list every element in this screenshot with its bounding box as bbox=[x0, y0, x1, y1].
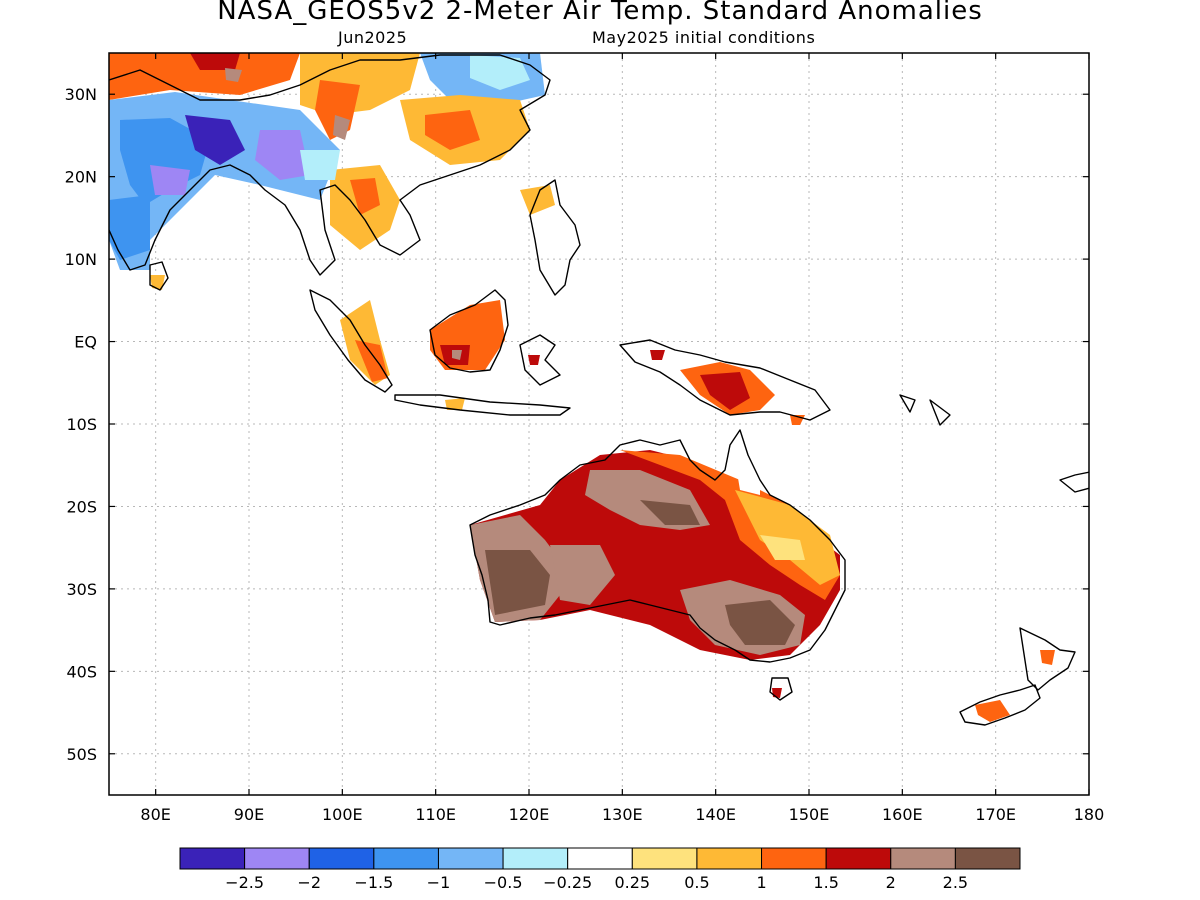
colorbar-swatch bbox=[890, 847, 956, 870]
lat-label: 20N bbox=[65, 168, 97, 187]
forecast-month: Jun2025 bbox=[338, 28, 408, 47]
lon-label: 140E bbox=[695, 805, 736, 824]
asia-anomalies bbox=[109, 53, 555, 290]
lat-label: 50S bbox=[66, 745, 97, 764]
colorbar bbox=[179, 847, 1021, 870]
lat-label: 40S bbox=[66, 662, 97, 681]
colorbar-label: −0.5 bbox=[484, 873, 523, 892]
lon-label: 160E bbox=[882, 805, 923, 824]
colorbar-label: −1.5 bbox=[354, 873, 393, 892]
australia-anomalies bbox=[470, 450, 840, 698]
lon-label: 120E bbox=[509, 805, 550, 824]
lat-label: 10N bbox=[65, 250, 97, 269]
lat-label: 10S bbox=[66, 415, 97, 434]
colorbar-label: 1 bbox=[756, 873, 766, 892]
lon-label: 80E bbox=[140, 805, 170, 824]
lat-label: 20S bbox=[66, 497, 97, 516]
lon-label: 110E bbox=[415, 805, 456, 824]
colorbar-label: 0.25 bbox=[614, 873, 650, 892]
map-field bbox=[109, 53, 1089, 795]
colorbar-label: 0.5 bbox=[684, 873, 709, 892]
colorbar-swatch bbox=[696, 847, 763, 870]
colorbar-swatch bbox=[437, 847, 504, 870]
colorbar-swatch bbox=[373, 847, 439, 870]
colorbar-label: −1 bbox=[427, 873, 451, 892]
maritime-anomalies bbox=[340, 300, 805, 425]
colorbar-label: −2 bbox=[297, 873, 321, 892]
colorbar-label: 1.5 bbox=[813, 873, 838, 892]
colorbar-swatch bbox=[825, 847, 892, 870]
colorbar-swatch bbox=[761, 847, 827, 870]
lon-label: 130E bbox=[602, 805, 643, 824]
lat-label: EQ bbox=[74, 333, 97, 352]
lat-label: 30S bbox=[66, 580, 97, 599]
lon-label: 90E bbox=[234, 805, 264, 824]
colorbar-swatch bbox=[244, 847, 310, 870]
lon-label: 180 bbox=[1074, 805, 1105, 824]
lat-label: 30N bbox=[65, 85, 97, 104]
map-title: NASA_GEOS5v2 2-Meter Air Temp. Standard … bbox=[217, 0, 983, 26]
lon-label: 170E bbox=[975, 805, 1016, 824]
colorbar-swatch bbox=[179, 847, 246, 870]
colorbar-label: −0.25 bbox=[543, 873, 592, 892]
colorbar-label: −2.5 bbox=[225, 873, 264, 892]
colorbar-label: 2.5 bbox=[943, 873, 968, 892]
initial-conditions: May2025 initial conditions bbox=[592, 28, 816, 47]
lon-label: 150E bbox=[789, 805, 830, 824]
coastlines bbox=[109, 54, 1089, 726]
colorbar-swatch bbox=[631, 847, 698, 870]
nz-anomalies bbox=[975, 650, 1055, 722]
colorbar-swatch bbox=[502, 847, 569, 870]
latitude-labels: 30N 20N 10N EQ 10S 20S 30S 40S 50S bbox=[65, 85, 97, 764]
longitude-labels: 80E 90E 100E 110E 120E 130E 140E 150E 160E 170E 18… bbox=[140, 805, 1104, 824]
colorbar-swatch bbox=[308, 847, 375, 870]
colorbar-swatch bbox=[567, 847, 633, 870]
lon-label: 100E bbox=[322, 805, 363, 824]
colorbar-swatch bbox=[954, 847, 1021, 870]
colorbar-labels: −2.5 −2 −1.5 −1 −0.5 −0.25 0.25 0.5 1 1.5 2 2.5 bbox=[225, 873, 968, 892]
colorbar-label: 2 bbox=[886, 873, 896, 892]
axis-ticks bbox=[109, 53, 1090, 795]
